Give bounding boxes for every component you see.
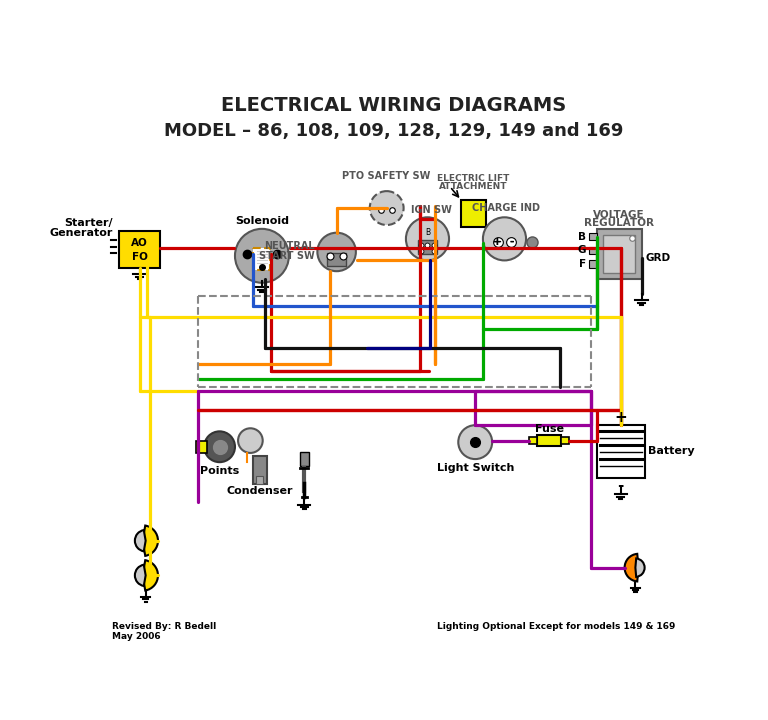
Text: ELECTRIC LIFT: ELECTRIC LIFT xyxy=(438,174,510,184)
Text: MODEL – 86, 108, 109, 128, 129, 149 and 169: MODEL – 86, 108, 109, 128, 129, 149 and … xyxy=(164,122,624,140)
Bar xyxy=(197,441,207,453)
Text: Lighting Optional Except for models 149 & 169: Lighting Optional Except for models 149 … xyxy=(437,621,675,631)
Text: +: + xyxy=(493,237,502,247)
Text: Battery: Battery xyxy=(648,446,695,456)
Text: +: + xyxy=(494,237,502,247)
Text: FO: FO xyxy=(131,251,147,261)
Text: PTO SAFETY SW: PTO SAFETY SW xyxy=(343,171,431,181)
Bar xyxy=(537,435,561,446)
Circle shape xyxy=(483,217,526,261)
Text: ELECTRICAL WIRING DIAGRAMS: ELECTRICAL WIRING DIAGRAMS xyxy=(221,96,566,115)
Circle shape xyxy=(458,426,492,459)
Text: B: B xyxy=(578,232,586,241)
Bar xyxy=(529,437,537,444)
Wedge shape xyxy=(143,526,158,556)
Bar xyxy=(253,248,270,270)
Text: Points: Points xyxy=(200,467,239,477)
Wedge shape xyxy=(624,554,638,582)
Text: VOLTAGE: VOLTAGE xyxy=(594,210,645,220)
Circle shape xyxy=(317,233,356,271)
Text: REGULATOR: REGULATOR xyxy=(584,217,654,228)
Text: Starter/: Starter/ xyxy=(65,218,114,228)
Text: -: - xyxy=(509,237,514,247)
Circle shape xyxy=(235,229,289,283)
Bar xyxy=(561,437,569,444)
Text: Revised By: R Bedell
May 2006: Revised By: R Bedell May 2006 xyxy=(112,621,216,641)
Bar xyxy=(589,261,597,268)
Text: Fuse: Fuse xyxy=(535,424,564,434)
Circle shape xyxy=(204,431,235,462)
Bar xyxy=(589,246,597,254)
Text: NEUTRAL: NEUTRAL xyxy=(264,240,315,251)
Text: START SW: START SW xyxy=(260,251,315,261)
Text: Solenoid: Solenoid xyxy=(235,216,289,226)
Bar xyxy=(120,231,160,268)
Text: ATTACHMENT: ATTACHMENT xyxy=(439,182,508,191)
Circle shape xyxy=(369,191,404,225)
Text: -: - xyxy=(509,237,514,247)
Text: F: F xyxy=(579,259,586,269)
Text: B: B xyxy=(425,228,430,237)
Wedge shape xyxy=(143,560,158,590)
Wedge shape xyxy=(635,559,644,577)
Text: CHARGE IND: CHARGE IND xyxy=(472,203,540,213)
Wedge shape xyxy=(135,530,146,552)
Text: AO: AO xyxy=(131,238,148,248)
Bar xyxy=(327,253,346,266)
Bar xyxy=(589,233,597,240)
Bar xyxy=(462,200,486,228)
Text: GRD: GRD xyxy=(645,253,670,263)
Text: Light Switch: Light Switch xyxy=(436,464,514,473)
Bar xyxy=(419,240,437,254)
Bar xyxy=(597,229,641,279)
Bar xyxy=(603,235,635,273)
Wedge shape xyxy=(135,564,146,586)
Text: -: - xyxy=(617,478,624,492)
Circle shape xyxy=(406,217,449,261)
Bar xyxy=(597,426,644,477)
Bar xyxy=(253,456,266,484)
Circle shape xyxy=(238,428,263,453)
Bar xyxy=(300,452,309,466)
Text: IGN SW: IGN SW xyxy=(411,204,452,215)
Text: Generator: Generator xyxy=(50,228,114,238)
Text: G: G xyxy=(578,246,586,256)
Text: Condenser: Condenser xyxy=(227,487,293,496)
Text: +: + xyxy=(614,410,627,425)
Bar xyxy=(256,476,263,484)
